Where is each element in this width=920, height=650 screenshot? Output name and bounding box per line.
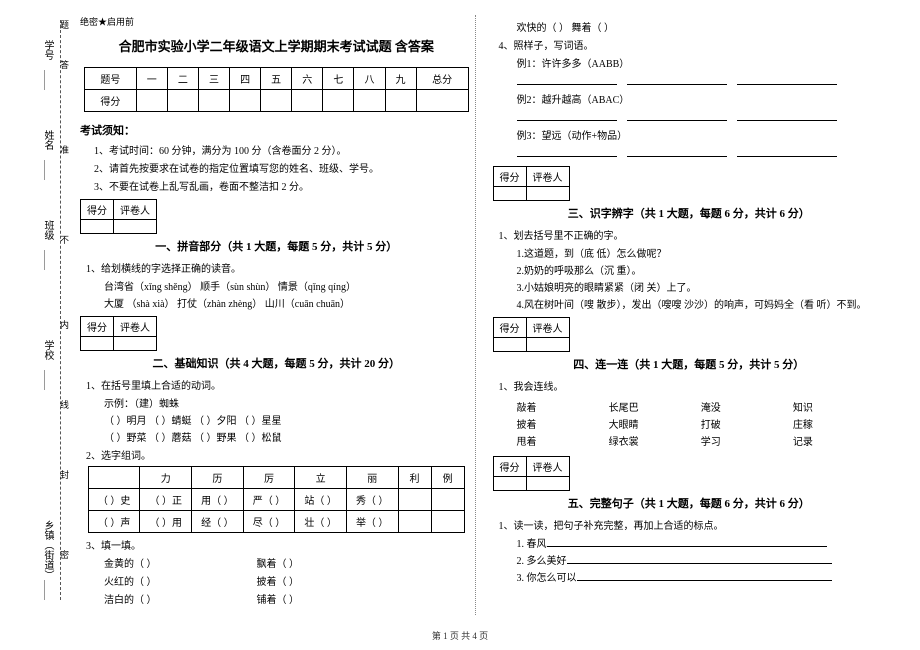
match-col: 知识 庄稼 记录 bbox=[793, 397, 885, 450]
label-town: 乡镇（街道） bbox=[40, 520, 55, 580]
seal-txt: 密 bbox=[58, 550, 71, 559]
q5-item: 3. 你怎么可以 bbox=[517, 569, 886, 584]
table-row: 得分 bbox=[84, 90, 468, 112]
q5: 1、读一读，把句子补充完整，再加上合适的标点。 bbox=[499, 517, 886, 532]
q3-item: 2.奶奶的呼吸那么（沉 重）。 bbox=[517, 262, 886, 277]
table-row: 题号 一 二 三 四 五 六 七 八 九 总分 bbox=[84, 68, 468, 90]
match-col: 长尾巴 大眼睛 绿衣裳 bbox=[609, 397, 701, 450]
q3-item: 3.小姑娘明亮的眼睛紧紧（闭 关）上了。 bbox=[517, 279, 886, 294]
q5-item: 2. 多么美好 bbox=[517, 552, 886, 567]
label-school: 学校 bbox=[40, 340, 55, 360]
label-class: 班级 bbox=[40, 220, 55, 240]
section2-title: 二、基础知识（共 4 大题，每题 5 分，共计 20 分） bbox=[80, 355, 473, 371]
left-column: 绝密★启用前 合肥市实验小学二年级语文上学期期末考试试题 含答案 题号 一 二 … bbox=[70, 15, 483, 620]
notice-head: 考试须知： bbox=[80, 122, 473, 138]
fill-pair: 洁白的（ ） 铺着（ ） bbox=[104, 591, 473, 606]
grader-box: 得分评卷人 bbox=[493, 456, 570, 491]
match-col: 敲着 披着 甩着 bbox=[517, 397, 609, 450]
seal-txt: 题 bbox=[58, 20, 71, 29]
score-table: 题号 一 二 三 四 五 六 七 八 九 总分 得分 bbox=[84, 67, 469, 112]
grader-box: 得分评卷人 bbox=[493, 317, 570, 352]
section1-title: 一、拼音部分（共 1 大题，每题 5 分，共计 5 分） bbox=[80, 238, 473, 254]
example: 例1：许许多多（AABB） bbox=[517, 55, 886, 88]
q2-3: 3、填一填。 bbox=[86, 537, 473, 552]
section3-title: 三、识字辨字（共 1 大题，每题 6 分，共计 6 分） bbox=[493, 205, 886, 221]
q2-4: 4、照样子，写词语。 bbox=[499, 37, 886, 52]
pinyin-line: 大厦 （shà xià） 打仗（zhàn zhèng） 山川（cuān chuā… bbox=[104, 295, 473, 310]
match-columns: 敲着 披着 甩着 长尾巴 大眼睛 绿衣裳 淹没 打破 学习 知识 庄稼 记录 bbox=[517, 397, 886, 450]
notice-item: 3、不要在试卷上乱写乱画，卷面不整洁扣 2 分。 bbox=[94, 178, 473, 193]
grader-box: 得分评卷人 bbox=[80, 316, 157, 351]
fill-pair: 欢快的（ ） 舞着（ ） bbox=[517, 19, 886, 34]
seal-txt: 准 bbox=[58, 145, 71, 154]
page: 绝密★启用前 合肥市实验小学二年级语文上学期期末考试试题 含答案 题号 一 二 … bbox=[0, 0, 920, 620]
q4: 1、我会连线。 bbox=[499, 378, 886, 393]
seal-txt: 线 bbox=[58, 400, 71, 409]
q2-1: 1、在括号里填上合适的动词。 bbox=[86, 377, 473, 392]
seal-txt: 封 bbox=[58, 470, 71, 479]
q5-item: 1. 春风 bbox=[517, 535, 886, 550]
seal-txt: 答 bbox=[58, 60, 71, 69]
section4-title: 四、连一连（共 1 大题，每题 5 分，共计 5 分） bbox=[493, 356, 886, 372]
example: 例3：望远（动作+物品） bbox=[517, 127, 886, 160]
example: 例2：越升越高（ABAC） bbox=[517, 91, 886, 124]
grader-box: 得分评卷人 bbox=[80, 199, 157, 234]
example: 示例：（建）蜘蛛 bbox=[104, 395, 473, 410]
fill-row: （ ）明月 （ ）蜻蜓 （ ）夕阳 （ ）星星 bbox=[104, 412, 473, 427]
page-footer: 第 1 页 共 4 页 bbox=[0, 629, 920, 642]
fill-pair: 火红的（ ） 披着（ ） bbox=[104, 573, 473, 588]
confidential: 绝密★启用前 bbox=[80, 15, 473, 28]
table-row: 力 历 厉 立 丽 利 例 bbox=[88, 467, 464, 489]
char-grid: 力 历 厉 立 丽 利 例 （ ）史 （ ）正 用（ ） 严（ ） 站（ ） 秀… bbox=[88, 466, 465, 533]
label-studentid: 学号 bbox=[40, 40, 55, 60]
q1: 1、给划横线的字选择正确的读音。 bbox=[86, 260, 473, 275]
label-name: 姓名 bbox=[40, 130, 55, 150]
q3-item: 4.风在树叶间（嗖 散步），发出（嗖嗖 沙沙）的响声，可妈妈全（看 听）不到。 bbox=[517, 296, 886, 311]
notice-item: 1、考试时间：60 分钟，满分为 100 分（含卷面分 2 分）。 bbox=[94, 142, 473, 157]
fill-row: （ ）野菜 （ ）蘑菇 （ ）野果 （ ）松鼠 bbox=[104, 429, 473, 444]
table-row: （ ）史 （ ）正 用（ ） 严（ ） 站（ ） 秀（ ） bbox=[88, 489, 464, 511]
margin-line: ＿＿ bbox=[40, 370, 55, 390]
margin-line: ＿＿ bbox=[40, 160, 55, 180]
table-row: （ ）声 （ ）用 经（ ） 尽（ ） 壮（ ） 举（ ） bbox=[88, 511, 464, 533]
q3: 1、划去括号里不正确的字。 bbox=[499, 227, 886, 242]
fill-pair: 金黄的（ ） 飘着（ ） bbox=[104, 555, 473, 570]
margin-line: ＿＿ bbox=[40, 70, 55, 90]
q3-item: 1.这道题，到（底 低）怎么做呢？ bbox=[517, 245, 886, 260]
exam-title: 合肥市实验小学二年级语文上学期期末考试试题 含答案 bbox=[80, 36, 473, 55]
grader-box: 得分评卷人 bbox=[493, 166, 570, 201]
margin-line: ＿＿ bbox=[40, 250, 55, 270]
section5-title: 五、完整句子（共 1 大题，每题 6 分，共计 6 分） bbox=[493, 495, 886, 511]
pinyin-line: 台湾省（xǐng shěng） 顺手（sùn shùn） 情景（qǐng qín… bbox=[104, 278, 473, 293]
margin-dashline bbox=[60, 20, 61, 600]
seal-txt: 不 bbox=[58, 235, 71, 244]
seal-txt: 内 bbox=[58, 320, 71, 329]
q2-2: 2、选字组词。 bbox=[86, 447, 473, 462]
notice-item: 2、请首先按要求在试卷的指定位置填写您的姓名、班级、学号。 bbox=[94, 160, 473, 175]
right-column: 欢快的（ ） 舞着（ ） 4、照样子，写词语。 例1：许许多多（AABB） 例2… bbox=[483, 15, 896, 620]
margin-line: ＿＿ bbox=[40, 580, 55, 600]
match-col: 淹没 打破 学习 bbox=[701, 397, 793, 450]
column-divider bbox=[475, 15, 476, 615]
binding-margin: 学号 ＿＿ 姓名 ＿＿ 班级 ＿＿ 学校 ＿＿ 乡镇（街道） ＿＿ 题 答 准 … bbox=[10, 0, 65, 620]
